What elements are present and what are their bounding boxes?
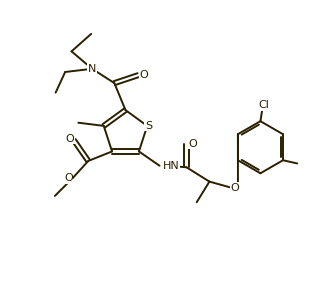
Text: O: O	[230, 183, 239, 193]
Text: O: O	[189, 139, 197, 149]
Text: O: O	[64, 173, 73, 183]
Text: O: O	[140, 70, 148, 80]
Text: N: N	[88, 64, 96, 74]
Text: S: S	[145, 121, 152, 131]
Text: HN: HN	[163, 161, 179, 171]
Text: O: O	[66, 134, 75, 144]
Text: Cl: Cl	[258, 100, 269, 110]
